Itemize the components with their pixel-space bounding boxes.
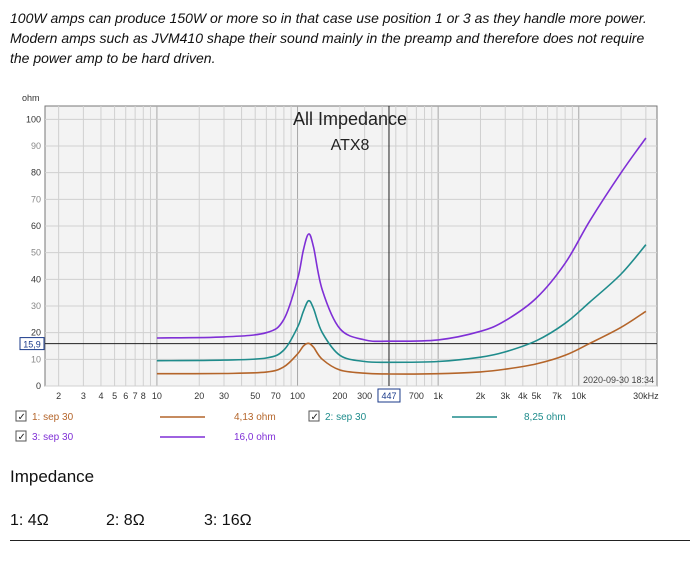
cursor-x-readout-box xyxy=(377,388,401,403)
legend-checkbox-2[interactable] xyxy=(308,410,320,422)
y-tick-label: 50 xyxy=(31,248,41,258)
legend-name-3: 3: sep 30 xyxy=(32,432,74,443)
rating-2: 2: 8Ω xyxy=(106,512,145,529)
legend-item-3[interactable]: ✓ 3: sep 30 16,0 ohm xyxy=(15,430,276,443)
plot-area xyxy=(44,105,658,387)
legend-checkbox-1[interactable] xyxy=(15,410,27,422)
chart-subtitle: ATX8 xyxy=(331,137,370,154)
check-icon: ✓ xyxy=(18,412,26,423)
x-tick-label: 70 xyxy=(271,391,281,401)
y-tick-label: 90 xyxy=(31,141,41,151)
series-line-2 xyxy=(156,244,647,364)
rating-1: 1: 4Ω xyxy=(10,512,49,529)
x-tick-label: 10 xyxy=(152,391,162,401)
y-tick-label: 100 xyxy=(26,114,41,124)
intro-text: 100W amps can produce 150W or more so in… xyxy=(10,8,690,68)
y-axis-label: ohm xyxy=(22,93,40,103)
x-tick-label: 100 xyxy=(290,391,305,401)
y-tick-label: 80 xyxy=(31,168,41,178)
series-line-3 xyxy=(156,137,647,343)
y-tick-label: 60 xyxy=(31,221,41,231)
x-tick-label: 5k xyxy=(532,391,542,401)
intro-line: 100W amps can produce 150W or more so in… xyxy=(10,10,647,26)
legend-value-1: 4,13 ohm xyxy=(234,412,276,423)
cursor-y-readout: 15,9 xyxy=(23,340,41,350)
intro-line: the power amp to be hard driven. xyxy=(10,50,216,66)
section-heading: Impedance xyxy=(10,467,95,486)
legend-checkbox-3[interactable] xyxy=(15,430,27,442)
legend: ✓ 1: sep 30 4,13 ohm ✓ 2: sep 30 8,25 oh… xyxy=(15,410,566,443)
cursor-y-readout-box xyxy=(19,337,45,351)
x-tick-label: 3k xyxy=(500,391,510,401)
x-tick-label: 50 xyxy=(250,391,260,401)
legend-value-2: 8,25 ohm xyxy=(524,412,566,423)
y-tick-label: 10 xyxy=(31,354,41,364)
check-icon: ✓ xyxy=(18,432,26,443)
cursor-x-readout: 447 xyxy=(381,391,396,401)
legend-value-3: 16,0 ohm xyxy=(234,432,276,443)
x-tick-label: 300 xyxy=(357,391,372,401)
y-tick-label: 0 xyxy=(36,381,41,391)
x-tick-label: 2k xyxy=(476,391,486,401)
y-tick-label: 70 xyxy=(31,194,41,204)
series-line-1 xyxy=(156,310,647,375)
x-tick-label: 8 xyxy=(141,391,146,401)
y-tick-label: 40 xyxy=(31,274,41,284)
cursor-lines[interactable]: 15,9 447 xyxy=(19,106,657,403)
x-tick-label: 5 xyxy=(112,391,117,401)
chart-title: All Impedance xyxy=(293,109,407,129)
x-tick-label: 1k xyxy=(433,391,443,401)
x-tick-label: 700 xyxy=(409,391,424,401)
impedance-chart: 0 10 20 30 40 50 60 70 80 90 100 2 3 4 5 6 7 8 10 20 30 50 70… xyxy=(15,93,659,443)
x-tick-label: 2 xyxy=(56,391,61,401)
legend-name-2: 2: sep 30 xyxy=(325,412,367,423)
y-tick-label: 30 xyxy=(31,301,41,311)
x-tick-label: 200 xyxy=(332,391,347,401)
x-tick-label: 4 xyxy=(98,391,103,401)
x-tick-label: 30 xyxy=(219,391,229,401)
timestamp: 2020-09-30 18:34 xyxy=(583,375,654,385)
x-tick-labels: 2 3 4 5 6 7 8 10 20 30 50 70 100 200 300 700 1k 2k 3k 4k 5k 7… xyxy=(56,391,659,401)
x-tick-label: 7 xyxy=(133,391,138,401)
legend-item-2[interactable]: ✓ 2: sep 30 8,25 ohm xyxy=(308,410,566,423)
x-tick-label: 6 xyxy=(123,391,128,401)
y-tick-labels: 0 10 20 30 40 50 60 70 80 90 100 xyxy=(26,114,41,391)
divider xyxy=(10,540,690,541)
x-tick-label: 4k xyxy=(518,391,528,401)
legend-name-1: 1: sep 30 xyxy=(32,412,74,423)
x-tick-label: 7k xyxy=(552,391,562,401)
grid-lines xyxy=(45,106,657,387)
check-icon: ✓ xyxy=(311,412,319,423)
series-lines xyxy=(156,137,647,375)
x-tick-label: 20 xyxy=(194,391,204,401)
y-tick-label: 20 xyxy=(31,328,41,338)
x-tick-label: 10k xyxy=(572,391,587,401)
x-tick-label: 30kHz xyxy=(633,391,659,401)
x-tick-label: 3 xyxy=(81,391,86,401)
rating-3: 3: 16Ω xyxy=(204,512,252,529)
intro-line: Modern amps such as JVM410 shape their s… xyxy=(10,30,645,46)
legend-item-1[interactable]: ✓ 1: sep 30 4,13 ohm xyxy=(15,410,276,423)
